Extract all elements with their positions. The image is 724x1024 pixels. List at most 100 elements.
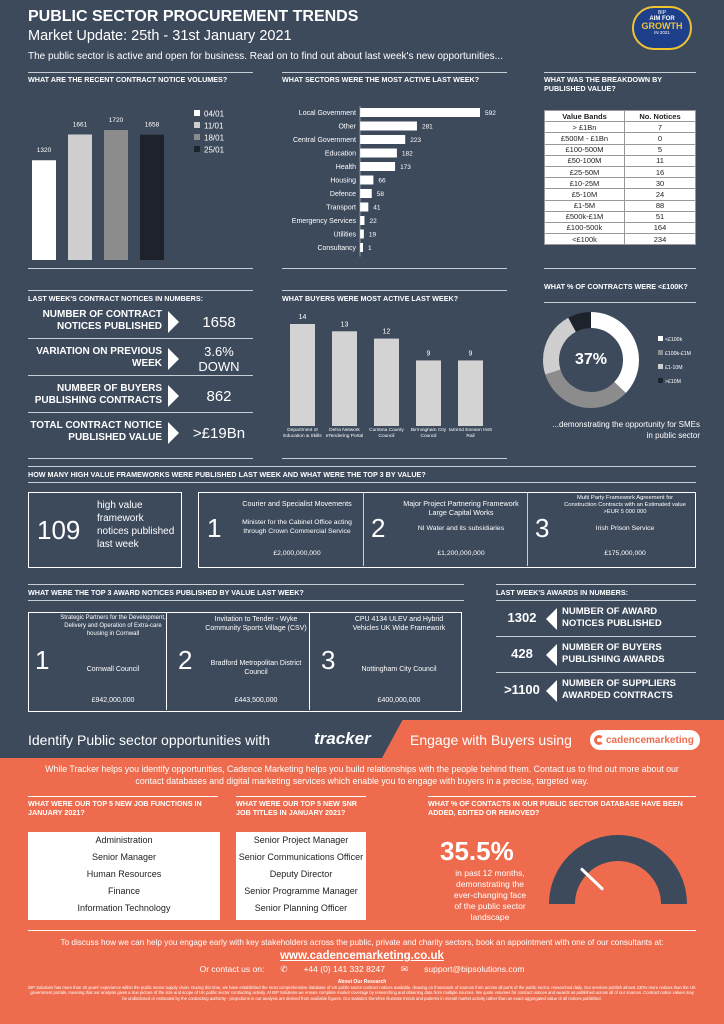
promo-body: While Tracker helps you identify opportu… [45,764,679,786]
breakdown-count: 16 [623,165,697,179]
sectors-title: WHAT SECTORS WERE THE MOST ACTIVE LAST W… [282,75,480,84]
jobs-item: Senior Manager [91,852,157,862]
volume-value-label: 1661 [73,121,88,128]
framework-buyer: Minister for the Cabinet Office acting t… [242,519,352,535]
footer-contact-row: Or contact us on: ✆ +44 (0) 141 332 8247… [0,964,724,975]
framework-divider [527,493,528,566]
sector-bar [360,135,406,144]
framework-count: 109 [37,515,81,545]
contacts-value: 35.5% [440,836,514,866]
breakdown-row: > £1Bn 7 [544,121,697,134]
breakdown-count: 234 [623,233,697,246]
buyer-label: Department of Education & Skills [283,428,322,439]
footer-url[interactable]: www.cadencemarketing.co.uk [280,950,444,962]
sector-bar [360,243,363,252]
sector-label: Consultancy [317,245,356,252]
chevron-left-icon [546,680,557,702]
sector-label: Other [338,124,356,131]
sector-label: Emergency Services [292,218,357,225]
divider [28,338,253,339]
breakdown-header-row: Value Bands No. Notices [544,109,697,123]
buyer-label: Iarnród Éireann Irish Rail [448,428,493,439]
intro-text: The public sector is active and open for… [28,51,503,62]
breakdown-row: £500M - £1Bn 0 [544,132,697,145]
sector-value-label: 281 [422,124,433,131]
legend-label: 25/01 [204,146,225,155]
volume-value-label: 1720 [109,117,124,124]
breakdown-band: £100-500M [544,143,625,156]
award-name: Invitation to Tender - Wyke Community Sp… [205,616,307,633]
volume-bar [32,160,56,260]
jobs-list: Administration Senior Manager Human Resour… [28,832,220,920]
breakdown-count: 164 [623,221,697,235]
buyer-value-label: 9 [427,350,431,357]
sector-value-label: 182 [402,151,413,158]
sector-value-label: 22 [369,218,377,225]
sector-bar [360,108,480,117]
award-value: £942,000,000 [91,697,135,704]
cadence-logo[interactable]: cadencemarketing [590,730,700,750]
breakdown-count: 11 [623,154,697,167]
breakdown-band: £100-500k [544,221,625,235]
breakdown-row: £1-5M 88 [544,199,697,212]
award-number-value: 1302 [507,610,537,625]
volume-bar [68,134,92,260]
sector-label: Defence [330,191,356,198]
snr-item: Deputy Director [269,869,333,879]
logo-top: BIP [657,10,667,16]
donut-legend-label: >£10M [665,379,681,385]
sector-bar [360,162,396,171]
sector-label: Transport [326,205,356,212]
award-number-value: 428 [511,646,533,661]
framework-value: £175,000,000 [604,550,646,557]
logo-line1: AIM FOR [649,16,675,22]
breakdown-row: £25-50M 16 [544,165,697,179]
sector-label: Utilities [333,232,356,239]
frameworks-list: 1 Courier and Specialist Movements Ministe… [198,492,696,568]
phone-number[interactable]: +44 (0) 141 332 8247 [303,964,385,974]
logo-line2: GROWTH [641,21,683,31]
number-value: 3.6% DOWN [198,344,240,374]
breakdown-title: WHAT WAS THE BREAKDOWN BY PUBLISHED VALU… [544,75,662,93]
donut-legend-label: £1-10M [665,365,683,371]
sector-bar [360,189,372,198]
framework-count-text: high value framework notices published l… [97,500,175,550]
buyer-bar [374,338,399,426]
breakdown-count: 51 [623,210,697,223]
contacts-text: in past 12 months, demonstrating the eve… [453,868,527,923]
framework-name: Major Project Partnering Framework Large… [403,499,519,517]
cadence-logo-text: cadencemarketing [606,734,694,746]
breakdown-band: £500M - £1Bn [544,132,625,145]
sector-bar [360,121,417,131]
tracker-logo[interactable]: tracker [314,729,371,748]
email-icon: ✉ [400,964,409,974]
framework-rank: 2 [371,513,386,543]
award-rank: 1 [35,645,50,675]
legend-label: 18/01 [204,134,225,143]
sector-value-label: 173 [400,164,411,171]
volumes-chart: 1320 1661 1720 1658 04/01 11/01 18/01 25/01 [32,110,225,260]
award-card [29,613,167,710]
breakdown-count: 30 [623,177,697,190]
award-name: Strategic Partners for the Development, … [60,615,166,637]
sector-value-label: 223 [410,137,421,144]
number-value: 1658 [202,314,236,331]
sectors-chart: Local Government 592 Other 281 Central Gover… [292,106,496,257]
about-title: About Our Research [337,979,387,985]
chevron-right-icon [168,385,179,407]
breakdown-count: 5 [623,143,697,156]
sector-label: Central Government [293,137,356,144]
numbers-title: LAST WEEK'S CONTRACT NOTICES IN NUMBERS: [28,294,204,303]
divider [496,636,696,637]
email-address[interactable]: support@bipsolutions.com [424,964,525,974]
donut-legend-label: £100k-£1M [665,351,691,357]
breakdown-row: £100-500k 164 [544,221,697,235]
buyer-label-wrap: Birmingham City Council [411,428,446,439]
breakdown-row: £10-25M 30 [544,177,697,190]
award-number-label: NUMBER OF SUPPLIERS AWARDED CONTRACTS [562,678,677,701]
breakdown-count: 0 [623,132,697,145]
donut-legend-swatch [658,350,663,355]
chevron-right-icon [168,422,179,444]
gauge-needle [580,867,604,891]
contacts-title: WHAT % OF CONTACTS IN OUR PUBLIC SECTOR … [428,799,683,817]
